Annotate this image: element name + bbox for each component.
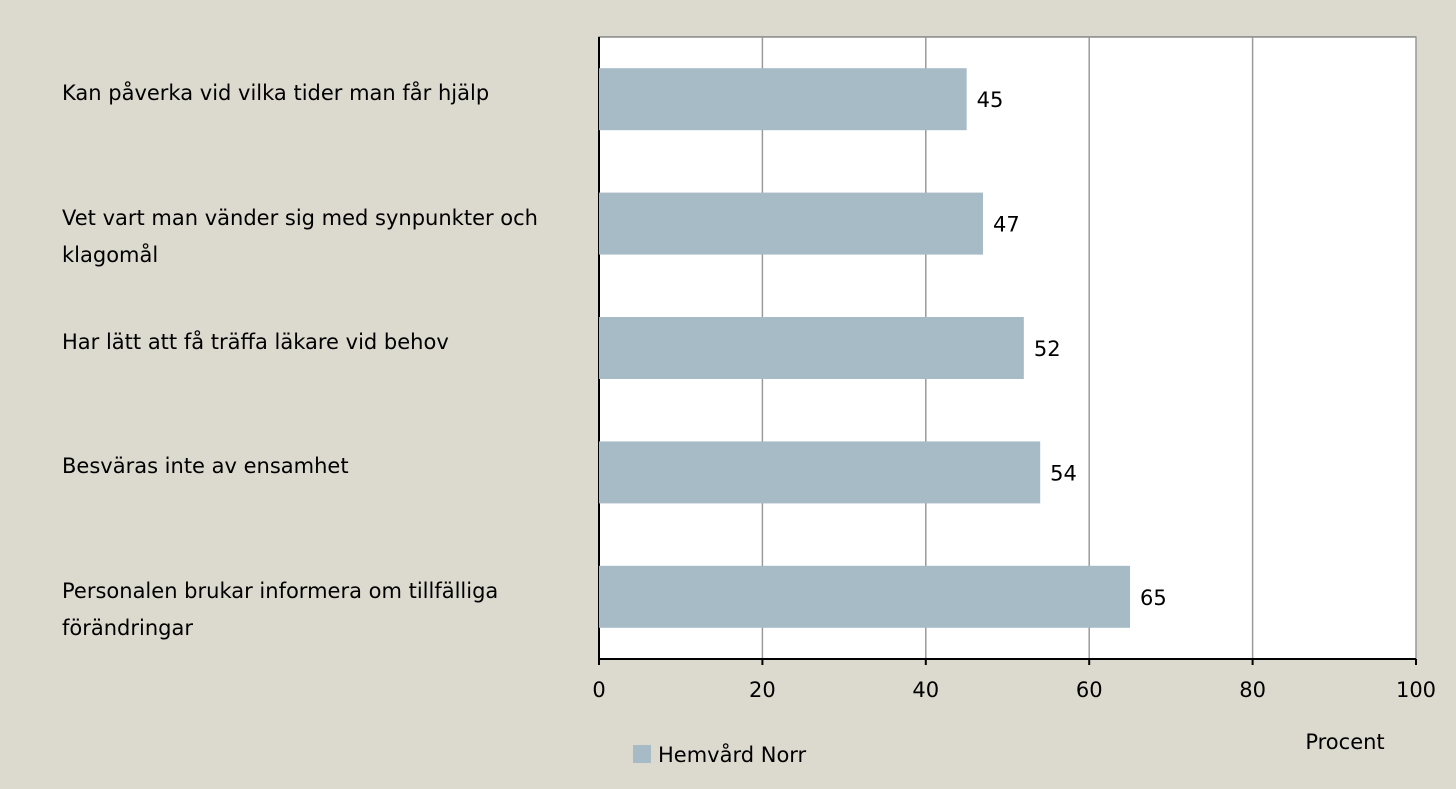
category-label: Kan påverka vid vilka tider man får hjäl… — [62, 81, 490, 106]
x-tick-label: 60 — [1076, 678, 1103, 702]
x-tick-label: 100 — [1396, 678, 1436, 702]
bar — [599, 441, 1041, 504]
legend-label: Hemvård Norr — [658, 742, 807, 767]
x-tick-label: 0 — [592, 678, 605, 702]
legend-swatch — [633, 745, 651, 763]
bar — [599, 192, 983, 255]
value-label: 45 — [977, 88, 1004, 112]
bar — [599, 68, 967, 131]
category-label: Besväras inte av ensamhet — [62, 454, 349, 479]
value-label: 65 — [1140, 586, 1167, 610]
category-label: Personalen brukar informera om tillfälli… — [62, 578, 499, 640]
x-tick-label: 40 — [912, 678, 939, 702]
x-tick-label: 80 — [1239, 678, 1266, 702]
category-label: Har lätt att få träffa läkare vid behov — [62, 330, 449, 354]
x-axis-label: Procent — [1305, 730, 1384, 754]
bar — [599, 317, 1024, 379]
value-label: 54 — [1050, 461, 1077, 485]
value-label: 47 — [993, 213, 1020, 237]
value-label: 52 — [1034, 337, 1061, 361]
category-label: Vet vart man vänder sig med synpunkter o… — [62, 205, 538, 267]
x-tick-label: 20 — [749, 678, 776, 702]
bar — [599, 565, 1131, 628]
